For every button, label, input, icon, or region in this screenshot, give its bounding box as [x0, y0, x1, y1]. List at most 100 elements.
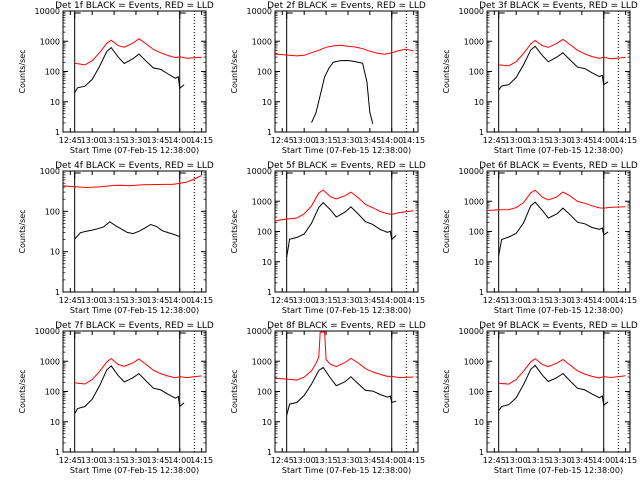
- y-tick-label: 100: [469, 228, 484, 237]
- x-tick-label: 13:45: [146, 296, 169, 305]
- plot-frame: [274, 330, 419, 453]
- x-axis-label: Start Time (07-Feb-15 12:38:00): [70, 466, 199, 475]
- y-axis-label: Counts/sec: [18, 49, 27, 93]
- plot-frame: [486, 330, 631, 453]
- x-tick-label: 14:15: [190, 456, 213, 465]
- interval-bracket: [74, 12, 81, 19]
- x-tick-label: 13:15: [103, 136, 126, 145]
- interval-bracket: [286, 172, 293, 179]
- interval-bracket: [498, 332, 505, 339]
- x-tick-label: 13:30: [124, 456, 147, 465]
- y-tick-label: 10000: [247, 7, 272, 16]
- events-series-line: [311, 59, 374, 125]
- x-tick-label: 14:00: [168, 136, 191, 145]
- interval-bracket: [286, 332, 293, 339]
- interval-bracket: [603, 172, 610, 179]
- interval-bracket: [391, 332, 398, 339]
- x-tick-label: 14:00: [380, 456, 403, 465]
- y-axis-label: Counts/sec: [18, 209, 27, 253]
- x-tick-label: 13:00: [81, 296, 104, 305]
- x-tick-label: 13:00: [505, 136, 528, 145]
- y-tick-label: 1: [267, 448, 272, 457]
- y-tick-label: 10000: [35, 327, 60, 336]
- x-axis-label: Start Time (07-Feb-15 12:38:00): [494, 466, 623, 475]
- y-tick-label: 1000: [40, 37, 60, 46]
- events-series-line: [74, 221, 180, 240]
- chart-title: Det 5f BLACK = Events, RED = LLD: [267, 161, 426, 171]
- x-tick-label: 14:00: [168, 296, 191, 305]
- plot-frame: [62, 330, 207, 453]
- x-tick-label: 14:00: [380, 136, 403, 145]
- chart-title: Det 2f BLACK = Events, RED = LLD: [267, 1, 426, 11]
- interval-bracket: [74, 332, 81, 339]
- y-axis-label: Counts/sec: [230, 369, 239, 413]
- y-tick-label: 1000: [40, 357, 60, 366]
- x-axis-label: Start Time (07-Feb-15 12:38:00): [70, 146, 199, 155]
- chart-panel: Det 8f BLACK = Events, RED = LLD12:4513:…: [230, 321, 426, 475]
- y-axis-label: Counts/sec: [442, 369, 451, 413]
- x-tick-label: 14:15: [402, 456, 425, 465]
- x-tick-label: 12:45: [271, 456, 294, 465]
- x-tick-label: 12:45: [483, 456, 506, 465]
- x-tick-label: 14:00: [168, 456, 191, 465]
- x-tick-label: 13:30: [548, 136, 571, 145]
- y-tick-label: 100: [257, 68, 272, 77]
- y-tick-label: 10000: [35, 7, 60, 16]
- lld-series-line: [74, 357, 202, 385]
- y-tick-label: 10000: [459, 7, 484, 16]
- chart-panel: Det 9f BLACK = Events, RED = LLD 12:45 13:…: [442, 321, 638, 475]
- interval-bracket: [603, 332, 610, 339]
- x-tick-label: 13:15: [103, 296, 126, 305]
- interval-bracket: [179, 12, 186, 19]
- x-tick-label: 13:30: [124, 296, 147, 305]
- x-tick-label: 13:00: [293, 136, 316, 145]
- y-tick-label: 10: [262, 418, 272, 427]
- y-tick-label: 100: [45, 207, 60, 216]
- chart-panel: Det 5f BLACK = Events, RED = LLD12:4513:…: [230, 161, 426, 315]
- y-tick-label: 1: [479, 448, 484, 457]
- events-series-line: [286, 366, 397, 416]
- lld-series-line: [74, 38, 202, 66]
- plot-frame: [486, 170, 631, 293]
- x-tick-label: 13:00: [81, 136, 104, 145]
- events-series-line: [74, 365, 185, 414]
- chart-title: Det 9f BLACK = Events, RED = LLD: [479, 321, 638, 331]
- y-tick-label: 100: [469, 388, 484, 397]
- y-tick-label: 10: [474, 98, 484, 107]
- x-tick-label: 12:45: [483, 136, 506, 145]
- chart-title: Det 7f BLACK = Events, RED = LLD: [55, 321, 214, 331]
- events-series-line: [74, 46, 185, 93]
- x-tick-label: 14:15: [614, 136, 637, 145]
- x-tick-label: 13:00: [293, 456, 316, 465]
- plot-frame: [486, 10, 631, 133]
- plot-frame: [274, 10, 419, 133]
- x-axis-label: Start Time (07-Feb-15 12:38:00): [70, 306, 199, 315]
- x-tick-label: 14:00: [592, 456, 615, 465]
- lld-series-line: [498, 358, 626, 385]
- y-tick-label: 100: [257, 228, 272, 237]
- y-tick-label: 100: [45, 388, 60, 397]
- y-tick-label: 10: [262, 98, 272, 107]
- y-tick-label: 10: [50, 418, 60, 427]
- events-series-line: [498, 201, 609, 256]
- x-tick-label: 13:45: [570, 296, 593, 305]
- y-tick-label: 1000: [40, 167, 60, 176]
- x-tick-label: 14:15: [190, 136, 213, 145]
- y-tick-label: 1000: [252, 357, 272, 366]
- x-tick-label: 13:15: [527, 136, 550, 145]
- interval-bracket: [603, 12, 610, 19]
- x-tick-label: 13:00: [505, 296, 528, 305]
- events-series-line: [286, 201, 397, 258]
- x-tick-label: 14:15: [614, 456, 637, 465]
- x-tick-label: 13:45: [570, 456, 593, 465]
- x-tick-label: 13:30: [336, 456, 359, 465]
- x-tick-label: 14:15: [614, 296, 637, 305]
- chart-panel: Det 4f BLACK = Events, RED = LLD12:4513:…: [18, 161, 214, 315]
- y-tick-label: 1: [55, 448, 60, 457]
- x-tick-label: 13:30: [548, 296, 571, 305]
- plot-frame: [62, 10, 207, 133]
- y-tick-label: 1000: [464, 357, 484, 366]
- x-tick-label: 12:45: [59, 456, 82, 465]
- x-tick-label: 14:15: [402, 296, 425, 305]
